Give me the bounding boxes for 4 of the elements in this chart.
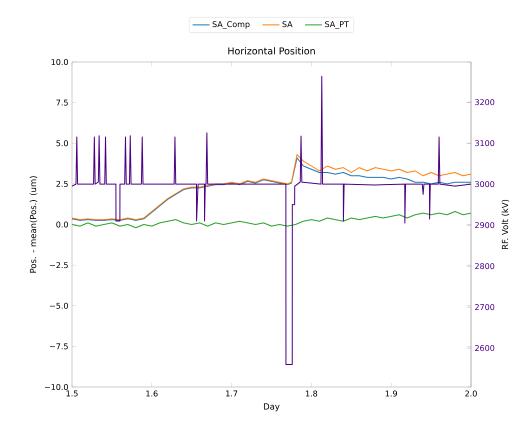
y-axis-title: Pos. - mean(Pos.) (um) — [30, 176, 38, 273]
x-axis-title: Day — [264, 403, 280, 412]
chart-title: Horizontal Position — [228, 47, 315, 54]
y2-axis-title: RF. Volt (kV) — [502, 200, 510, 250]
